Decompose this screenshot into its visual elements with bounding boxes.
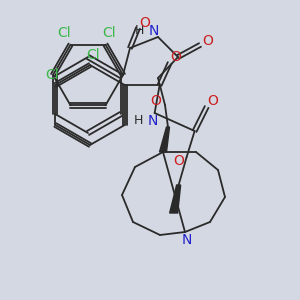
Text: N: N — [182, 233, 192, 247]
Text: Cl: Cl — [58, 26, 71, 40]
Polygon shape — [160, 127, 170, 152]
Text: O: O — [173, 154, 184, 168]
Text: H: H — [133, 115, 142, 128]
Text: O: O — [202, 34, 213, 48]
Text: Cl: Cl — [46, 68, 59, 82]
Text: O: O — [170, 50, 181, 64]
Text: Cl: Cl — [86, 48, 100, 62]
Text: N: N — [149, 24, 159, 38]
Text: Cl: Cl — [103, 26, 116, 40]
Text: O: O — [207, 94, 218, 108]
Polygon shape — [169, 185, 181, 213]
Text: O: O — [140, 16, 150, 30]
Text: H: H — [135, 25, 144, 38]
Text: O: O — [151, 94, 161, 108]
Text: N: N — [148, 114, 158, 128]
